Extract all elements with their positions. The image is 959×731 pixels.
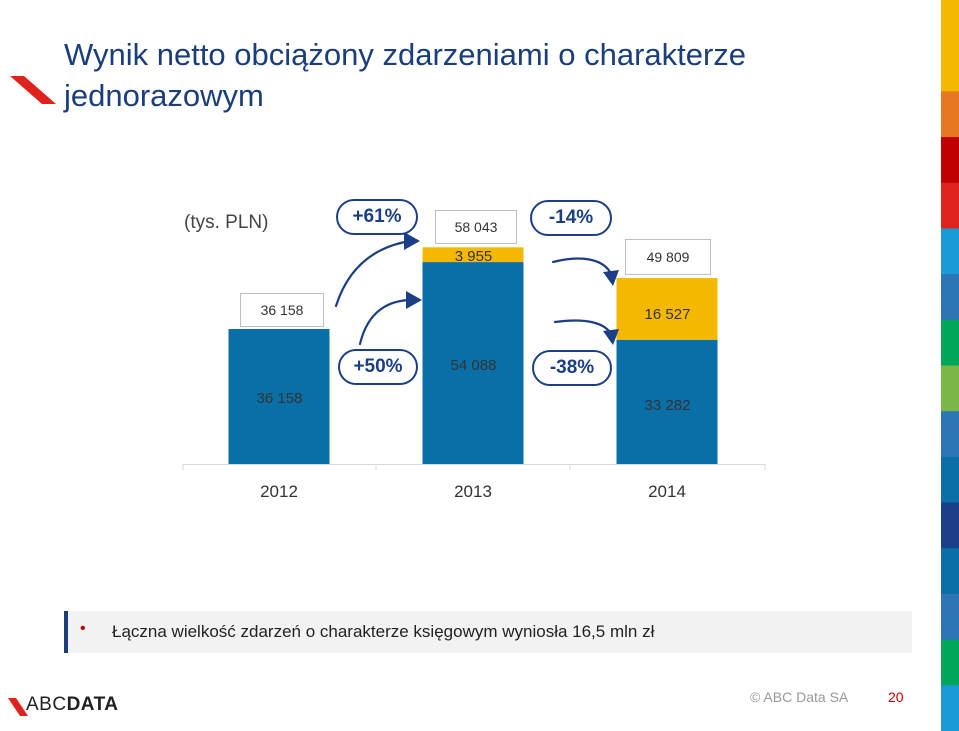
arrowhead-total-2013-icon	[404, 232, 420, 250]
stripe-segment	[941, 319, 959, 366]
logo-prefix: ABC	[26, 694, 67, 715]
arrow-base-2013-icon	[358, 298, 414, 346]
stripe-segment	[941, 548, 959, 595]
slide-title: Wynik netto obciążony zdarzeniami o char…	[64, 37, 747, 113]
arrowhead-base-2013-icon	[406, 291, 422, 309]
arrow-total-2013-icon	[334, 239, 412, 308]
stripe-segment	[941, 0, 959, 47]
logo-suffix: DATA	[66, 694, 119, 715]
stripe-segment	[941, 456, 959, 504]
stripe-segment	[941, 182, 959, 229]
stripe-segment	[941, 274, 959, 321]
bar-base-2012	[228, 329, 330, 464]
total-label-2012: 36 158	[240, 293, 324, 327]
total-label-2014: 49 809	[625, 239, 711, 275]
stripe-segment	[941, 502, 959, 549]
unit-label: (tys. PLN)	[184, 212, 269, 233]
stripe-segment	[941, 365, 959, 412]
waterfall-chart	[10, 76, 766, 470]
stripe-segment	[941, 91, 959, 138]
change-total-2014: -14%	[530, 200, 612, 236]
bar-oneoff-2014	[616, 278, 718, 340]
stripe-segment	[941, 639, 959, 686]
abcdata-logo-icon	[8, 698, 28, 716]
stripe-segment	[941, 228, 959, 275]
total-label-2013: 58 043	[435, 210, 517, 244]
abcdata-logo: ABCDATA	[26, 694, 119, 716]
value-label-oneoff-2013: 3 955	[454, 248, 493, 265]
arrow-base-2014-icon	[553, 319, 614, 338]
stripe-segment	[941, 45, 959, 92]
summary-note: • Łączna wielkość zdarzeń o charakterze …	[64, 611, 912, 653]
arrowhead-base-2014-icon	[603, 329, 619, 345]
stripe-segment	[941, 411, 959, 458]
side-color-stripe	[941, 0, 959, 731]
year-label-2013: 2013	[454, 482, 492, 501]
arrow-total-2014-icon	[551, 257, 614, 278]
year-label-2014: 2014	[648, 482, 686, 501]
change-total-2013: +61%	[336, 199, 418, 235]
value-label-base-2013: 54 088	[450, 357, 497, 374]
change-base-2013: +50%	[338, 349, 418, 385]
summary-note-text: Łączna wielkość zdarzeń o charakterze ks…	[112, 622, 655, 641]
page-number: 20	[888, 689, 904, 705]
value-label-base-2012: 36 158	[256, 390, 303, 407]
stripe-segment	[941, 137, 959, 184]
bar-base-2014	[616, 339, 718, 464]
arrowhead-total-2014-icon	[603, 270, 619, 286]
value-label-oneoff-2014: 16 527	[644, 306, 691, 323]
bar-oneoff-2013	[422, 247, 524, 263]
value-label-base-2014: 33 282	[644, 397, 691, 414]
change-base-2014: -38%	[532, 350, 612, 386]
corner-arrow-mark	[10, 76, 56, 104]
bullet-icon: •	[80, 620, 86, 637]
year-label-2012: 2012	[260, 482, 298, 501]
copyright: © ABC Data SA	[750, 689, 849, 705]
bar-base-2013	[422, 262, 524, 464]
stripe-segment	[941, 593, 959, 641]
stripe-segment	[941, 685, 959, 731]
